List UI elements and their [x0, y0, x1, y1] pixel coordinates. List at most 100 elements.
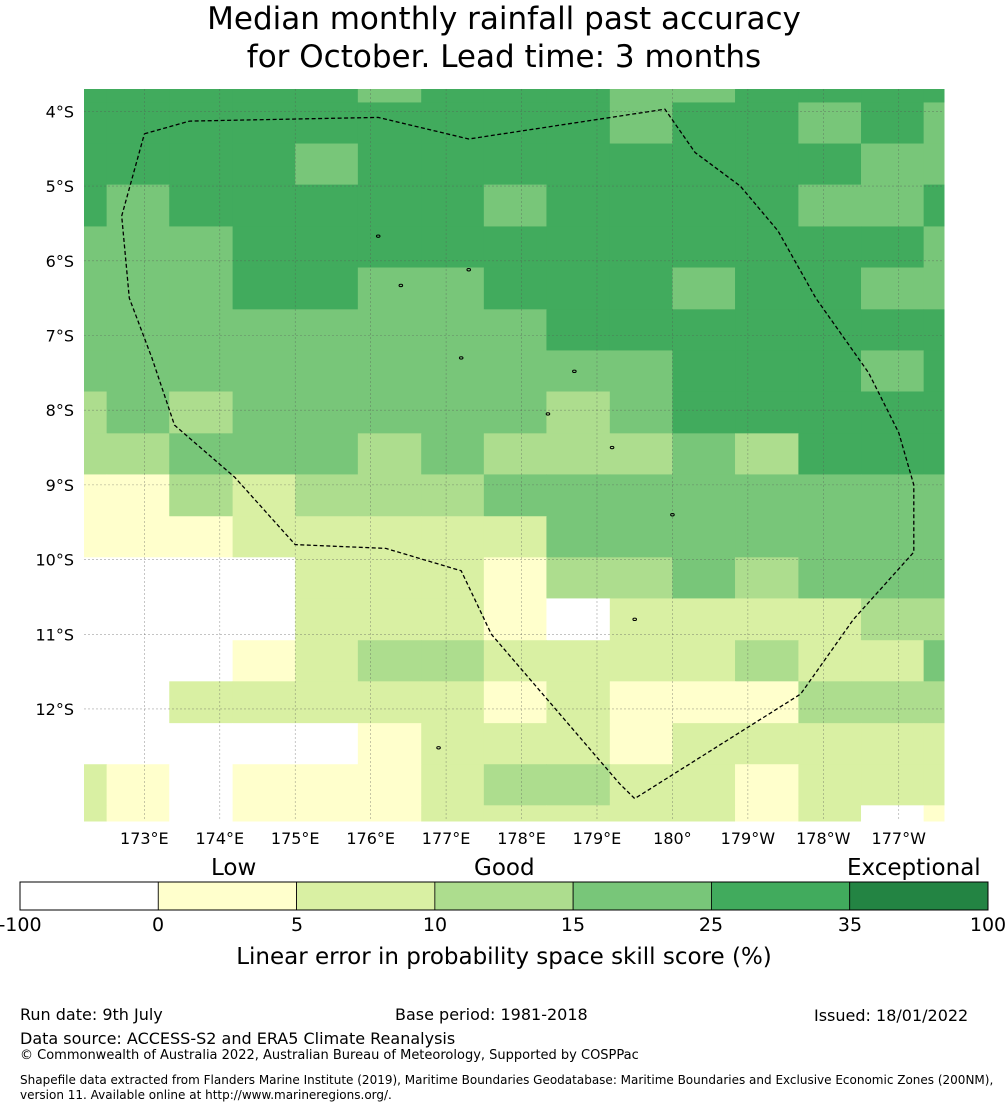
grid-cell	[84, 226, 108, 269]
longitude-label: 179°W	[721, 829, 776, 848]
grid-cell	[735, 598, 799, 641]
grid-cell	[169, 89, 234, 103]
grid-cell	[546, 598, 611, 641]
grid-cell	[861, 433, 925, 475]
latitude-label: 9°S	[46, 476, 74, 495]
grid-cell	[357, 516, 422, 558]
grid-cell	[735, 681, 799, 724]
grid-cell	[295, 391, 359, 434]
grid-cell	[421, 805, 485, 822]
grid-cell	[735, 557, 799, 599]
grid-cell	[295, 598, 359, 641]
grid-cell	[861, 598, 925, 641]
grid-cell	[232, 723, 296, 765]
colorbar-tick: -100	[0, 914, 42, 936]
grid-cell	[861, 391, 925, 434]
grid-cell	[84, 557, 108, 599]
grid-cell	[84, 184, 108, 227]
grid-cell	[357, 805, 422, 822]
grid-cell	[483, 723, 547, 765]
colorbar-tick: 5	[290, 914, 304, 936]
grid-cell	[483, 226, 547, 269]
grid-cell	[798, 474, 862, 517]
grid-cell	[923, 102, 945, 145]
grid-cell	[546, 226, 611, 269]
grid-cell	[861, 350, 925, 393]
grid-cell	[169, 433, 234, 475]
grid-cell	[84, 143, 108, 186]
grid-cell	[357, 226, 422, 269]
grid-cell	[295, 433, 359, 475]
grid-cell	[483, 184, 547, 227]
grid-cell	[923, 764, 945, 806]
grid-cell	[169, 226, 234, 269]
longitude-label: 177°W	[872, 829, 927, 848]
colorbar-frame	[19, 881, 989, 911]
grid-cell	[798, 681, 862, 724]
grid-cell	[546, 516, 611, 558]
grid-cell	[672, 143, 736, 186]
grid-cell	[421, 433, 485, 475]
grid-cell	[672, 102, 736, 145]
grid-cell	[861, 681, 925, 724]
grid-cell	[106, 764, 170, 806]
grid-cell	[735, 723, 799, 765]
grid-cell	[609, 516, 673, 558]
skill-score-map: 4°S 5°S 6°S 7°S 8°S 9°S 10°S 11°S 12°S 173°E 174°…	[19, 89, 989, 911]
grid-cell	[798, 805, 862, 822]
grid-cell	[609, 267, 673, 310]
grid-cell	[84, 723, 108, 765]
grid-cell	[295, 681, 359, 724]
colorbar-tick: 15	[560, 914, 586, 936]
grid-cell	[483, 474, 547, 517]
colorbar-swatch	[19, 881, 159, 911]
grid-cell	[609, 433, 673, 475]
grid-cell	[672, 267, 736, 310]
longitude-label: 177°E	[422, 829, 471, 848]
grid-cell	[106, 516, 170, 558]
grid-cell	[169, 764, 234, 806]
grid-cell	[923, 350, 945, 393]
grid-cell	[609, 474, 673, 517]
grid-cell	[546, 433, 611, 475]
grid-cell	[169, 681, 234, 724]
grid-cell	[232, 640, 296, 682]
grid-cell	[672, 474, 736, 517]
copyright: © Commonwealth of Australia 2022, Austra…	[20, 1048, 639, 1063]
grid-cell	[357, 267, 422, 310]
grid-cell	[798, 267, 862, 310]
grid-cell	[421, 226, 485, 269]
colorbar-swatch	[157, 881, 297, 911]
grid-cell	[735, 309, 799, 351]
grid-cell	[295, 557, 359, 599]
issued-date: Issued: 18/01/2022	[814, 1006, 969, 1025]
latitude-label: 7°S	[46, 326, 74, 345]
grid-cell	[357, 143, 422, 186]
grid-cell	[798, 640, 862, 682]
grid-cell	[609, 102, 673, 145]
grid-cell	[609, 805, 673, 822]
grid-cell	[798, 516, 862, 558]
grid-cell	[735, 267, 799, 310]
category-exceptional: Exceptional	[847, 855, 981, 881]
grid-cell	[357, 681, 422, 724]
grid-cell	[169, 184, 234, 227]
grid-cell	[861, 516, 925, 558]
grid-cell	[357, 474, 422, 517]
grid-cell	[295, 309, 359, 351]
colorbar-swatch	[434, 881, 574, 911]
colorbar-label: Linear error in probability space skill …	[236, 944, 772, 970]
latitude-label: 4°S	[46, 102, 74, 121]
grid-cell	[735, 433, 799, 475]
grid-cell	[421, 723, 485, 765]
grid-cell	[609, 598, 673, 641]
grid-cell	[798, 598, 862, 641]
longitude-label: 180°	[653, 829, 692, 848]
grid-cell	[357, 598, 422, 641]
grid-cell	[106, 474, 170, 517]
colorbar-swatch	[711, 881, 851, 911]
grid-cell	[483, 143, 547, 186]
longitude-label: 179°E	[573, 829, 622, 848]
grid-cells	[84, 89, 945, 822]
grid-cell	[232, 350, 296, 393]
